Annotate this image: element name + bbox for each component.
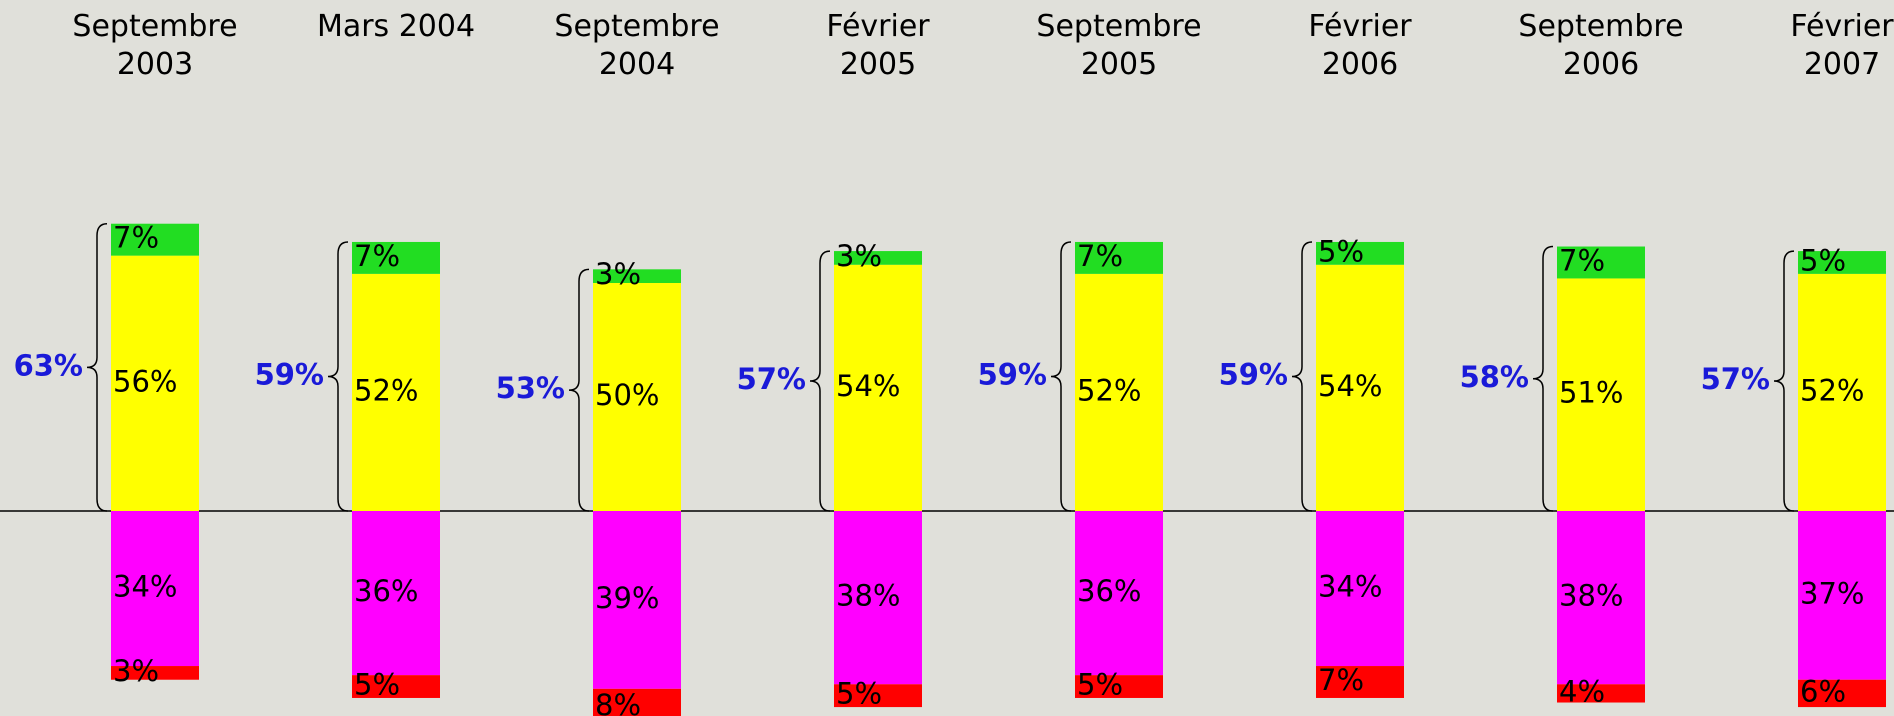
bar-segment (352, 241, 440, 274)
segment-label: 4% (1559, 674, 1605, 708)
category-label: Février 2007 (1790, 9, 1894, 82)
segment-label: 37% (1800, 576, 1864, 610)
total-label: 57% (1701, 362, 1770, 396)
category-label: Septembre 2004 (554, 9, 720, 82)
total-label: 63% (14, 348, 83, 382)
category-label: Mars 2004 (316, 9, 476, 44)
segment-label: 6% (1800, 674, 1846, 708)
total-bracket (568, 268, 590, 512)
total-bracket (809, 250, 831, 512)
segment-label: 38% (836, 579, 900, 613)
category-label: Février 2005 (826, 9, 930, 82)
segment-label: 7% (1077, 239, 1123, 273)
total-bracket (1532, 245, 1554, 512)
total-bracket (1291, 241, 1313, 512)
segment-label: 50% (595, 378, 659, 412)
bar-segment (593, 283, 681, 511)
bar-segment (1316, 511, 1404, 667)
total-bracket (1773, 250, 1795, 512)
bar-segment (1798, 679, 1886, 708)
bar-segment (1798, 251, 1886, 274)
bar-segment (352, 273, 440, 511)
bar-segment (1798, 273, 1886, 511)
bar-segment (834, 251, 922, 265)
bar-segment (1075, 273, 1163, 511)
bar-segment (111, 511, 199, 667)
bar-segment (593, 269, 681, 283)
total-bracket (1050, 241, 1072, 512)
bar-segment (1075, 511, 1163, 676)
category-label: Septembre 2006 (1518, 9, 1684, 82)
segment-label: 52% (1077, 373, 1141, 407)
total-label: 59% (1219, 357, 1288, 391)
segment-label: 5% (354, 668, 400, 702)
segment-label: 52% (354, 373, 418, 407)
bar-segment (1075, 675, 1163, 698)
total-label: 58% (1460, 360, 1529, 394)
total-bracket (327, 241, 349, 512)
segment-label: 5% (1800, 243, 1846, 277)
bar-segment (593, 688, 681, 716)
segment-label: 38% (1559, 579, 1623, 613)
bar-segment (834, 684, 922, 708)
bar-segment (1557, 278, 1645, 511)
bar-segment (593, 511, 681, 689)
segment-label: 56% (113, 364, 177, 398)
bar-segment (352, 511, 440, 676)
bar-segment (1798, 511, 1886, 680)
bar-segment (1557, 246, 1645, 279)
segment-label: 3% (595, 257, 641, 291)
category-label: Septembre 2003 (72, 9, 238, 82)
segment-label: 36% (1077, 574, 1141, 608)
segment-label: 7% (354, 239, 400, 273)
bar-segment (1316, 666, 1404, 698)
segment-label: 3% (836, 239, 882, 273)
total-label: 59% (255, 357, 324, 391)
bar-segment (111, 223, 199, 256)
segment-label: 34% (1318, 570, 1382, 604)
segment-label: 39% (595, 581, 659, 615)
total-label: 53% (496, 371, 565, 405)
total-bracket (86, 222, 108, 512)
segment-label: 52% (1800, 373, 1864, 407)
bar-segment (1316, 264, 1404, 511)
bar-segment (1316, 241, 1404, 265)
bar-segment (352, 675, 440, 698)
segment-label: 7% (113, 221, 159, 255)
segment-label: 36% (354, 574, 418, 608)
bar-segment (834, 511, 922, 685)
segment-label: 34% (113, 570, 177, 604)
total-label: 59% (978, 357, 1047, 391)
segment-label: 54% (1318, 369, 1382, 403)
segment-label: 8% (595, 688, 641, 716)
segment-label: 5% (836, 677, 882, 711)
segment-label: 3% (113, 654, 159, 688)
total-label: 57% (737, 362, 806, 396)
segment-label: 5% (1318, 234, 1364, 268)
bar-segment (834, 264, 922, 511)
segment-label: 7% (1318, 663, 1364, 697)
bar-segment (111, 666, 199, 680)
bar-segment (1557, 684, 1645, 703)
segment-label: 51% (1559, 376, 1623, 410)
bar-segment (111, 255, 199, 511)
bar-segment (1557, 511, 1645, 685)
category-label: Septembre 2005 (1036, 9, 1202, 82)
category-label: Février 2006 (1308, 9, 1412, 82)
bar-segment (1075, 241, 1163, 274)
segment-label: 5% (1077, 668, 1123, 702)
segment-label: 7% (1559, 243, 1605, 277)
segment-label: 54% (836, 369, 900, 403)
